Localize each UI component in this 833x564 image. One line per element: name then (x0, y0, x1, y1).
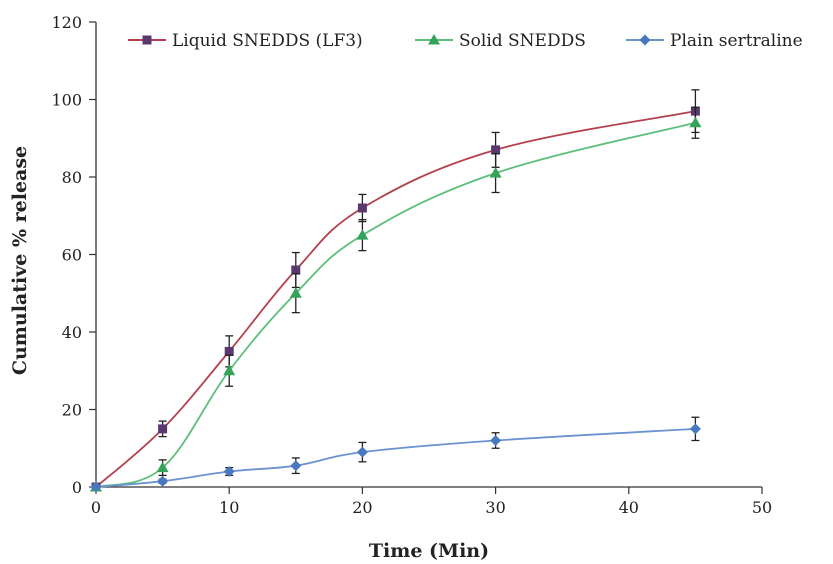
data-point (356, 229, 369, 240)
data-point (223, 466, 235, 477)
y-tick-label: 60 (62, 246, 82, 265)
y-tick-label: 20 (62, 401, 82, 420)
series-layer (90, 89, 702, 493)
data-point (489, 167, 502, 178)
x-tick-label: 30 (485, 498, 505, 517)
data-point (490, 435, 502, 446)
legend-item-2: Solid SNEDDS (415, 31, 586, 51)
x-tick-label: 40 (619, 498, 639, 517)
legend-item-3: Plain sertraline (626, 31, 803, 51)
series-1 (91, 89, 700, 492)
series-3 (90, 416, 701, 493)
data-point (223, 364, 236, 376)
x-tick-label: 0 (91, 498, 101, 517)
series-line (95, 110, 696, 488)
data-point (290, 460, 302, 472)
y-tick-label: 120 (51, 13, 82, 32)
data-point (356, 446, 368, 458)
x-axis-title: Time (Min) (369, 540, 489, 562)
axes: 0 20 40 60 80 100 120 0 10 20 30 40 50 (51, 13, 772, 517)
data-point (158, 424, 168, 434)
series-2 (90, 106, 702, 492)
data-point (156, 461, 169, 473)
data-point (224, 346, 234, 356)
series-line (95, 121, 696, 488)
data-point (357, 203, 367, 213)
y-axis-title: Cumulative % release (9, 146, 31, 375)
y-tick-label: 40 (62, 323, 82, 342)
legend: Liquid SNEDDS (LF3) Solid SNEDDS Plain ser… (128, 31, 803, 51)
legend-marker (142, 35, 152, 45)
x-tick-label: 50 (752, 498, 772, 517)
data-point (291, 265, 301, 275)
data-point (491, 145, 501, 155)
x-tick-label: 10 (219, 498, 239, 517)
y-tick-label: 100 (51, 91, 82, 110)
y-tick-label: 0 (72, 478, 82, 497)
legend-marker (428, 34, 440, 45)
x-tick-label: 20 (352, 498, 372, 517)
legend-label: Plain sertraline (670, 31, 803, 51)
legend-marker (639, 34, 651, 46)
data-point (90, 481, 102, 493)
legend-item-1: Liquid SNEDDS (LF3) (128, 31, 363, 51)
y-tick-label: 80 (62, 168, 82, 187)
data-point (689, 423, 701, 435)
data-point (689, 116, 702, 128)
data-point (289, 287, 302, 298)
legend-label: Liquid SNEDDS (LF3) (172, 31, 363, 51)
data-point (157, 475, 169, 487)
legend-label: Solid SNEDDS (459, 31, 586, 51)
